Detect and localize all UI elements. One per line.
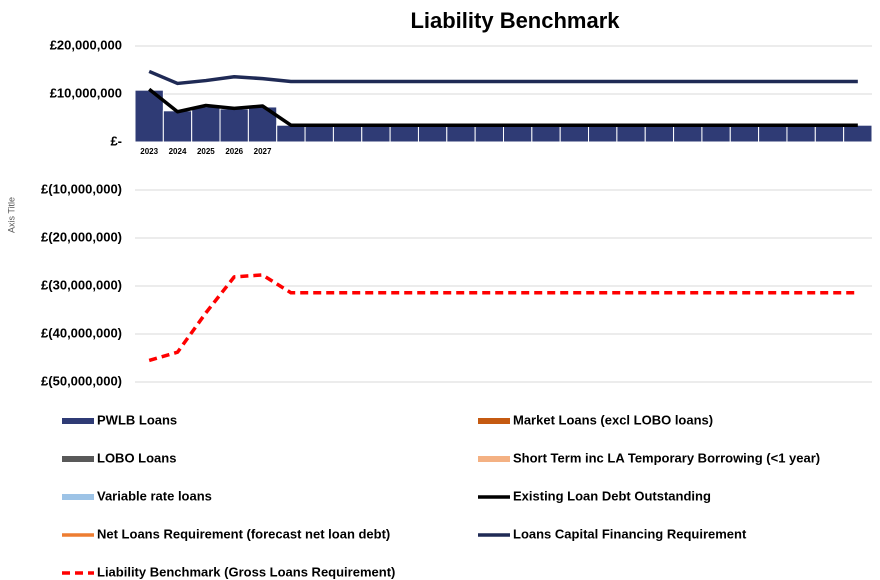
legend-label: Variable rate loans (97, 488, 212, 503)
line-series (148, 273, 858, 363)
bar (219, 108, 249, 143)
line-series (148, 69, 858, 86)
y-tick-label: £(40,000,000) (41, 325, 122, 340)
legend-label: Net Loans Requirement (forecast net loan… (97, 526, 390, 541)
chart-title: Liability Benchmark (410, 8, 620, 33)
bar (559, 124, 590, 143)
bar (503, 124, 533, 143)
x-tick-label: 2027 (254, 147, 272, 156)
y-axis-title: Axis Title (6, 197, 16, 233)
x-tick-label: 2025 (197, 147, 215, 156)
bar (588, 124, 618, 143)
legend-label: Existing Loan Debt Outstanding (513, 488, 711, 503)
x-tick-label: 2023 (140, 147, 158, 156)
bar (786, 124, 816, 143)
y-tick-label: £20,000,000 (50, 37, 122, 52)
bar (162, 110, 193, 143)
y-tick-label: £(50,000,000) (41, 373, 122, 388)
x-tick-label: 2024 (169, 147, 187, 156)
legend-label: LOBO Loans (97, 450, 176, 465)
bar (701, 124, 731, 143)
bar (673, 124, 703, 143)
y-tick-label: £(20,000,000) (41, 229, 122, 244)
bar (276, 124, 306, 143)
bar (814, 124, 845, 143)
bar (446, 124, 476, 143)
bar (304, 124, 334, 143)
y-tick-label: £- (110, 133, 122, 148)
bar (332, 124, 363, 143)
bar (191, 106, 221, 143)
legend-label: Liability Benchmark (Gross Loans Require… (97, 564, 395, 579)
bar (389, 124, 419, 143)
bar (644, 124, 675, 143)
y-tick-label: £(10,000,000) (41, 181, 122, 196)
bar (361, 124, 391, 143)
x-tick-label: 2026 (225, 147, 243, 156)
line-series (148, 87, 858, 127)
bar (616, 124, 646, 143)
bar (417, 124, 448, 143)
legend-label: Market Loans (excl LOBO loans) (513, 412, 713, 427)
bar (729, 124, 760, 143)
y-tick-label: £10,000,000 (50, 85, 122, 100)
bar (843, 124, 873, 143)
legend-label: PWLB Loans (97, 412, 177, 427)
bar (531, 124, 561, 143)
bar (474, 124, 504, 143)
y-tick-label: £(30,000,000) (41, 277, 122, 292)
bar (758, 124, 788, 143)
legend-label: Loans Capital Financing Requirement (513, 526, 747, 541)
legend-label: Short Term inc LA Temporary Borrowing (<… (513, 450, 820, 465)
